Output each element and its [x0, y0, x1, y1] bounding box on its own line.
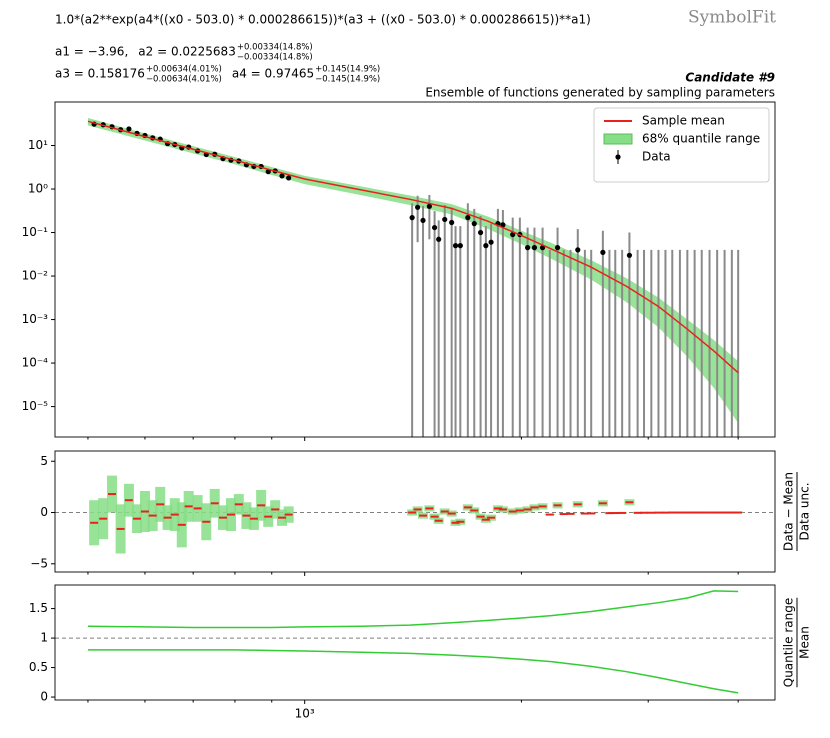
y-tick-label: −5 — [30, 556, 48, 570]
data-point — [626, 252, 633, 258]
data-point — [477, 229, 484, 236]
parameter-upper-error: +0.145(14.9%) — [315, 65, 380, 75]
y-tick-label: 10⁻⁴ — [22, 356, 49, 370]
y-tick-label: 10⁻³ — [22, 312, 49, 326]
y-tick-label: 10⁻² — [22, 269, 49, 283]
plot-frame — [54, 584, 776, 701]
parameter: a4 = 0.97465 — [232, 67, 314, 81]
data-point — [457, 243, 463, 249]
y-label-denominator: Data unc. — [798, 482, 812, 540]
y-tick-label: 0.5 — [29, 660, 48, 674]
y-label-denominator: Mean — [798, 626, 812, 659]
data-point — [471, 221, 477, 227]
y-tick-label: 10⁻⁵ — [22, 399, 49, 413]
x-tick-label: 10³ — [295, 707, 315, 721]
y-tick-label: 10¹ — [28, 138, 48, 152]
plot-area — [55, 475, 775, 554]
data-point — [452, 243, 459, 249]
plot-area — [87, 117, 740, 437]
parameter: a1 = −3.96, — [55, 45, 128, 59]
plot-area — [55, 590, 775, 694]
data-point — [286, 175, 292, 181]
legend-box — [593, 107, 770, 183]
panel: 0 0.5 1 1.5 10³ Quantile range Mean — [29, 584, 812, 721]
data-point — [488, 239, 494, 245]
data-point — [431, 224, 438, 231]
subtitle: Ensemble of functions generated by sampl… — [425, 86, 775, 100]
data-point — [420, 217, 426, 224]
parameter: a2 = 0.0225683 — [138, 45, 236, 59]
y-label-numerator: Data − Mean — [782, 472, 796, 551]
y-tick-label: 10⁻¹ — [22, 225, 49, 239]
y-tick-label: 0 — [40, 505, 48, 519]
data-point — [525, 245, 531, 251]
line — [87, 120, 739, 374]
plot-frame — [54, 450, 776, 573]
data-point — [449, 219, 455, 226]
data-point — [531, 245, 538, 251]
data-point — [436, 236, 442, 242]
data-point — [483, 243, 489, 249]
data-point — [575, 247, 581, 253]
data-point — [426, 203, 432, 209]
data-point — [409, 215, 415, 221]
parameter-upper-error: +0.00334(14.8%) — [237, 43, 313, 53]
y-label-numerator: Quantile range — [782, 598, 796, 687]
data-point — [465, 215, 471, 221]
y-tick-label: 1.5 — [29, 601, 48, 615]
legend-label: Data — [642, 150, 671, 164]
parameter: a3 = 0.158176 — [55, 67, 145, 81]
legend-patch — [603, 133, 633, 145]
parameter-upper-error: +0.00634(4.01%) — [146, 65, 222, 75]
data-point — [442, 216, 448, 223]
legend-label: Sample mean — [642, 114, 725, 128]
data-point — [600, 249, 606, 255]
quantile-band — [87, 117, 739, 423]
y-tick-label: 0 — [40, 690, 48, 704]
panel: 10⁻⁵ 10⁻⁴ 10⁻³ 10⁻² 10⁻¹ 10⁰ 10¹ Sample mean 68%… — [22, 101, 776, 441]
data-point — [279, 173, 285, 179]
y-tick-label: 5 — [40, 454, 48, 468]
legend-label: 68% quantile range — [642, 132, 760, 146]
parameter-lower-error: −0.00634(4.01%) — [146, 75, 222, 85]
parameter-lower-error: −0.145(14.9%) — [315, 75, 380, 85]
data-point — [554, 245, 561, 251]
candidate-title: Candidate #9 — [685, 71, 775, 85]
data-point — [126, 126, 132, 132]
y-tick-label: 10⁰ — [28, 182, 48, 196]
formula: 1.0*(a2**exp(a4*((x0 - 503.0) * 0.000286… — [55, 13, 591, 27]
line — [87, 649, 739, 694]
legend-marker — [615, 154, 621, 160]
data-point — [415, 204, 421, 210]
data-point — [500, 222, 506, 228]
logo: SymbolFit — [688, 8, 776, 28]
parameter-lower-error: −0.00334(14.8%) — [237, 53, 313, 63]
panel: −5 0 5 Data − Mean Data unc. — [30, 450, 812, 576]
y-tick-label: 1 — [40, 631, 48, 645]
line — [87, 590, 739, 629]
plot-frame — [54, 101, 776, 438]
